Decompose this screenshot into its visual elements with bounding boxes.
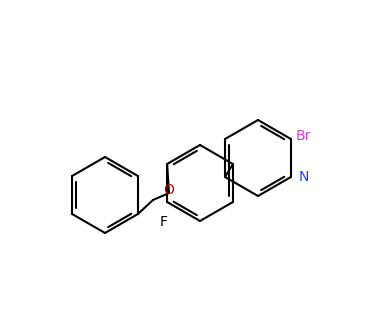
Text: Br: Br — [296, 129, 311, 143]
Text: F: F — [160, 215, 168, 229]
Text: O: O — [164, 183, 174, 197]
Text: N: N — [299, 170, 309, 184]
